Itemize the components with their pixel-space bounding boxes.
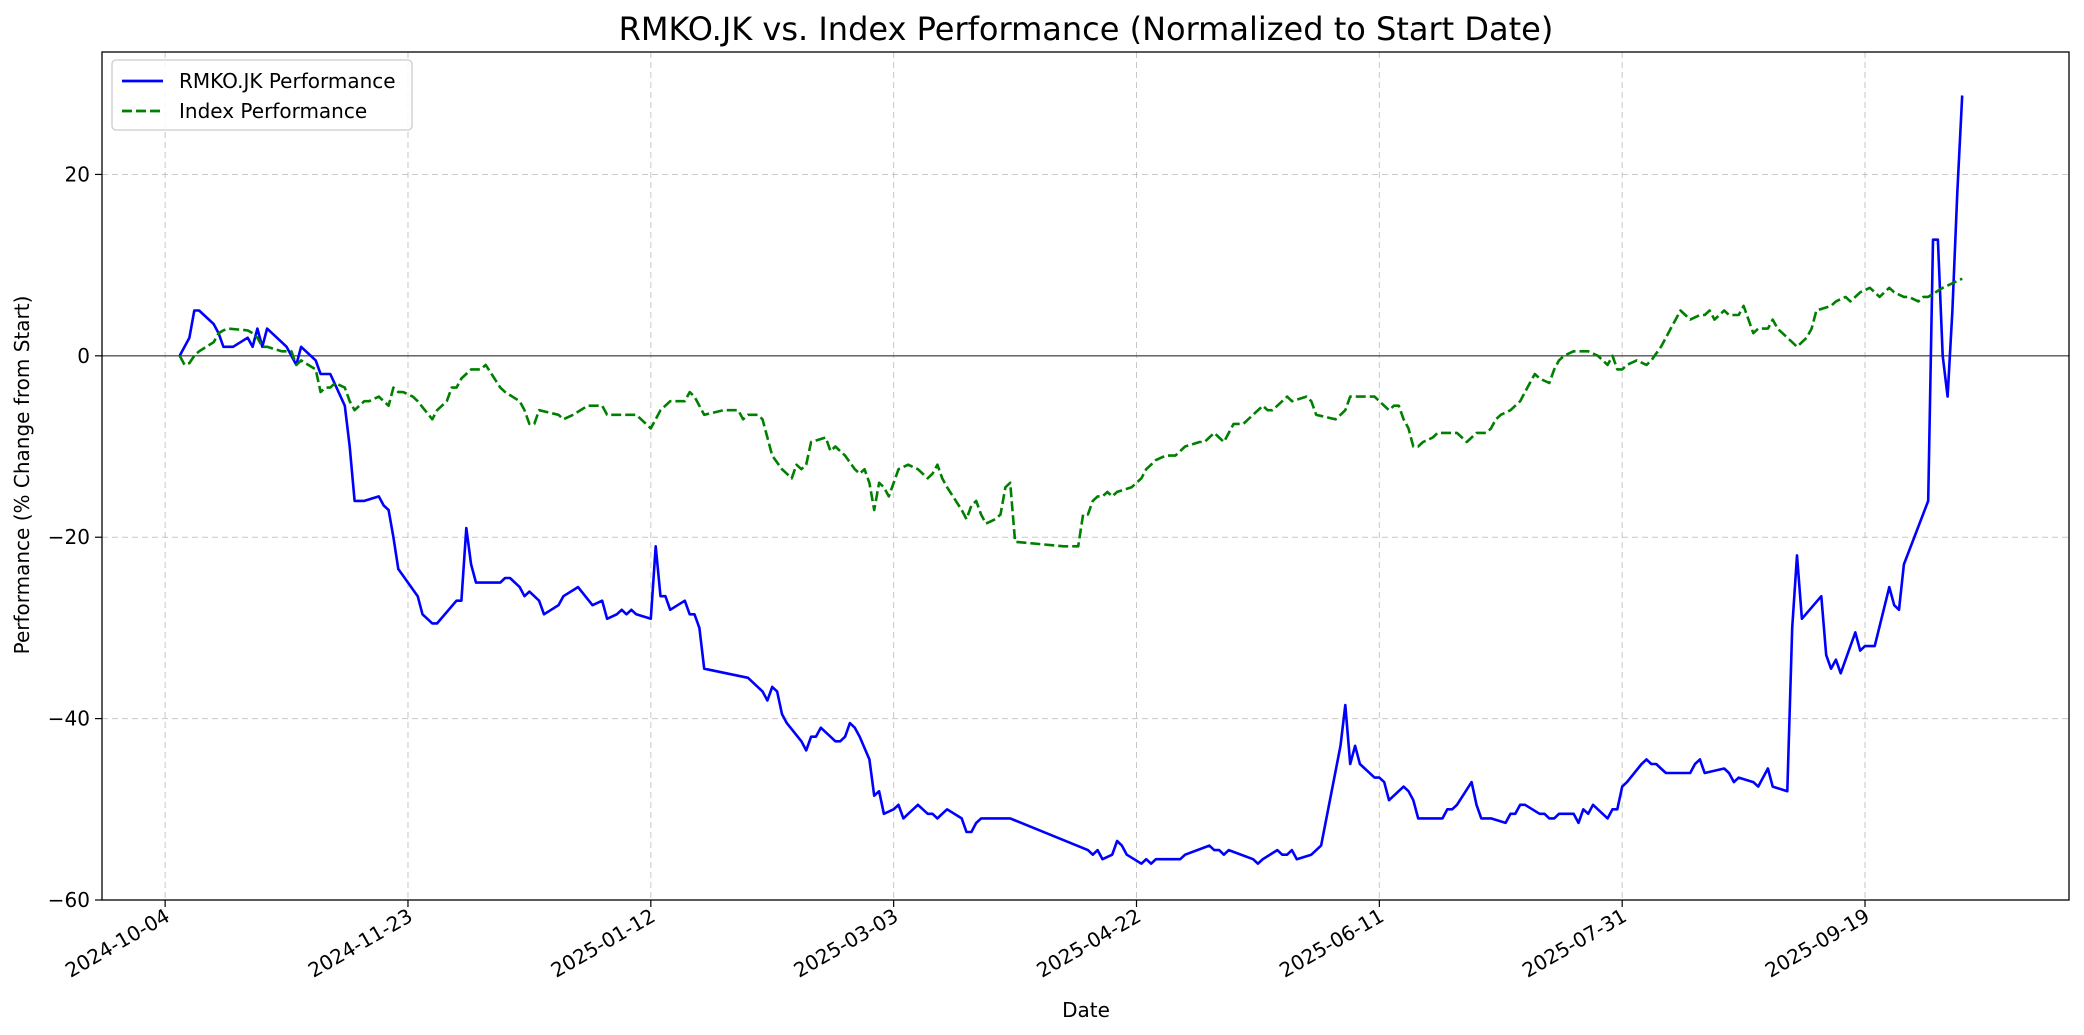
y-tick-label: −20 <box>48 525 90 549</box>
y-tick-label: −40 <box>48 707 90 731</box>
legend-box <box>111 59 413 131</box>
x-axis-label: Date <box>1062 998 1110 1022</box>
index-performance-line <box>178 277 1963 548</box>
legend: RMKO.JK Performance Index Performance <box>111 59 413 131</box>
plot-frame <box>101 51 2070 901</box>
y-tick-label: 0 <box>77 344 90 368</box>
chart-title: RMKO.JK vs. Index Performance (Normalize… <box>619 10 1554 48</box>
series-lines <box>178 95 1964 865</box>
rmko-performance-line <box>178 95 1964 865</box>
y-tick-label: −60 <box>48 888 90 912</box>
legend-label-rmko: RMKO.JK Performance <box>179 69 396 93</box>
legend-label-index: Index Performance <box>179 99 367 123</box>
y-axis-ticks: −60 −40 −20 0 20 <box>48 162 102 912</box>
y-axis-label: Performance (% Change from Start) <box>10 296 34 655</box>
y-tick-label: 20 <box>65 162 90 186</box>
